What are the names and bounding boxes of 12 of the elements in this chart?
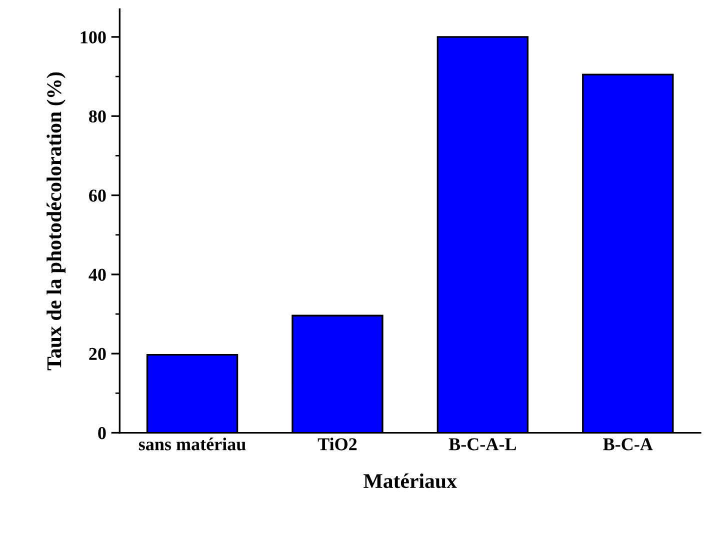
x-tick-label: sans matériau (138, 438, 246, 450)
y-tick-label: 40 (88, 268, 106, 281)
x-tick-label: B-C-A (603, 438, 653, 450)
x-tick-label: TiO2 (318, 438, 357, 450)
y-axis-title: Taux de la photodécoloration (%) (46, 72, 66, 370)
y-tick-label: 0 (98, 427, 106, 440)
y-tick-label: 100 (80, 31, 106, 44)
x-axis-title: Matériaux (364, 473, 457, 488)
y-tick-label: 20 (89, 348, 106, 360)
y-tick-label: 60 (89, 190, 106, 202)
x-tick-label: B-C-A-L (448, 438, 516, 450)
y-tick-label: 80 (89, 110, 106, 123)
